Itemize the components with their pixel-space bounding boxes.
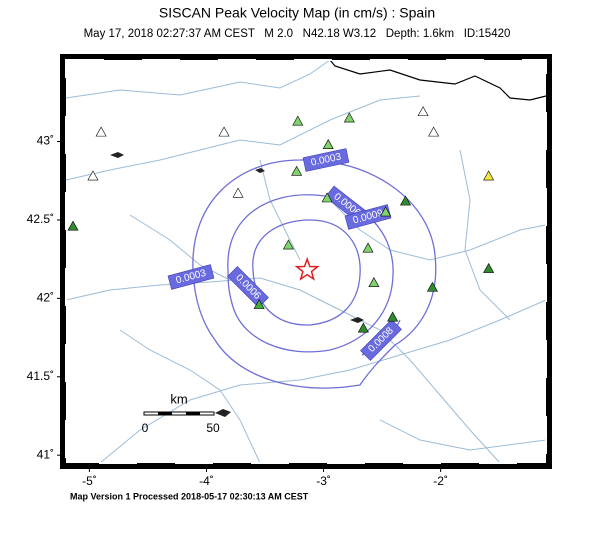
- station: [321, 192, 333, 203]
- scale-bar-fill: [158, 412, 200, 415]
- station: [67, 220, 79, 231]
- station: [483, 262, 495, 273]
- station: [417, 106, 429, 117]
- contour-line: [227, 194, 394, 353]
- contour-label: 0.0003: [167, 264, 215, 290]
- title: SISCAN Peak Velocity Map (in cm/s) : Spa…: [159, 5, 435, 21]
- river: [65, 95, 421, 181]
- y-tick-label: 41˚: [37, 447, 54, 461]
- station: [357, 322, 369, 333]
- station: [362, 242, 374, 253]
- coastline: [329, 59, 547, 101]
- scale-start: 0: [142, 421, 149, 435]
- station: [95, 126, 107, 137]
- station: [292, 115, 304, 126]
- y-tick-label: 42˚: [37, 291, 54, 305]
- scale-bar: km 0 50: [142, 391, 220, 435]
- y-tick-label: 41.5˚: [27, 369, 54, 383]
- y-tick-label: 42.5˚: [27, 212, 54, 226]
- contour-label: 0.0006: [227, 266, 269, 308]
- station: [387, 311, 399, 322]
- contour-line: [192, 159, 437, 389]
- basemap: [65, 59, 547, 464]
- station: [253, 299, 265, 309]
- station: [426, 281, 438, 292]
- map-frame-outer: [60, 54, 552, 469]
- contour-labels: 0.0003 0.0006 0.0009 0.0003 0.0006 0.000…: [167, 148, 402, 361]
- contour-label: 0.0009: [344, 204, 392, 230]
- station: [483, 170, 495, 181]
- river: [65, 277, 501, 464]
- axes: -5˚ -4˚ -3˚ -2˚ 43˚ 42.5˚ 42˚ 41.5˚ 41˚: [27, 134, 448, 488]
- station: [368, 277, 380, 287]
- river: [119, 329, 547, 464]
- scale-end: 50: [206, 421, 220, 435]
- station: [322, 139, 334, 149]
- station: [282, 239, 294, 250]
- station: [380, 206, 392, 217]
- x-tick-label: -3˚: [316, 474, 331, 488]
- x-tick-label: -4˚: [199, 474, 214, 488]
- scale-unit: km: [170, 391, 187, 406]
- scale-bar-outline: [143, 411, 215, 416]
- map-frame-stripes: [65, 59, 547, 464]
- station: [400, 195, 412, 206]
- station: [343, 112, 355, 123]
- stations: [67, 106, 495, 333]
- station: [218, 126, 230, 137]
- x-tick-label: -2˚: [433, 474, 448, 488]
- footer: Map Version 1 Processed 2018-05-17 02:30…: [70, 491, 309, 501]
- epicenter: [294, 256, 320, 281]
- station: [428, 126, 440, 137]
- contour-label: 0.0003: [302, 148, 350, 172]
- x-tick-label: -5˚: [82, 474, 97, 488]
- river: [259, 149, 511, 321]
- station: [232, 187, 244, 198]
- river: [129, 199, 547, 281]
- subtitle: May 17, 2018 02:27:37 AM CEST M 2.0 N42.…: [84, 28, 511, 40]
- coast-river: [65, 59, 331, 99]
- station: [291, 165, 303, 176]
- contour-line: [252, 219, 361, 326]
- station: [87, 170, 99, 181]
- y-tick-label: 43˚: [37, 134, 54, 148]
